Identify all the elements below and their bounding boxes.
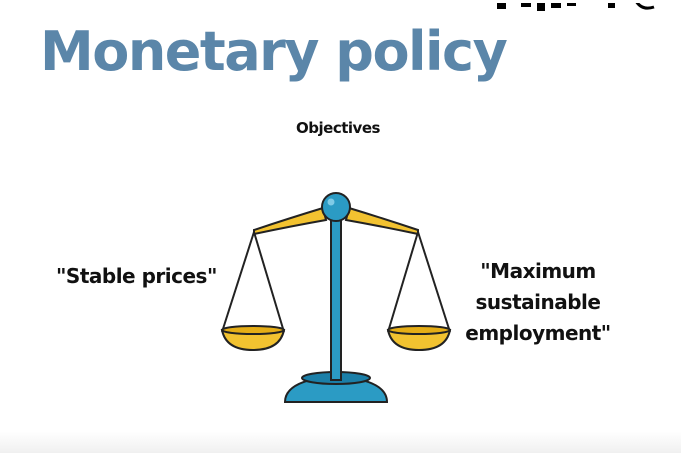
left-string-outer (221, 231, 255, 333)
right-label-line-2: sustainable (475, 290, 601, 314)
right-string-outer (417, 231, 451, 333)
scale-beam-left (253, 206, 328, 236)
scale-pillar (330, 219, 342, 381)
left-pan (220, 329, 286, 352)
balance-scale-icon (220, 192, 452, 403)
right-label-line-3: employment" (465, 321, 611, 345)
bottom-shadow (0, 431, 681, 453)
right-pan (386, 329, 452, 352)
right-string-inner (387, 231, 419, 333)
cropped-text-fragment (497, 0, 655, 11)
scale-knob (321, 192, 351, 222)
stable-prices-label: "Stable prices" (56, 264, 217, 288)
right-label-line-1: "Maximum (480, 259, 596, 283)
objectives-label: Objectives (296, 119, 380, 137)
top-cropped-heading (0, 0, 681, 12)
maximum-employment-label: "Maximum sustainable employment" (458, 256, 618, 349)
slide-title: Monetary policy (40, 20, 508, 83)
scale-beam-right (344, 206, 419, 236)
left-string-inner (253, 231, 285, 333)
